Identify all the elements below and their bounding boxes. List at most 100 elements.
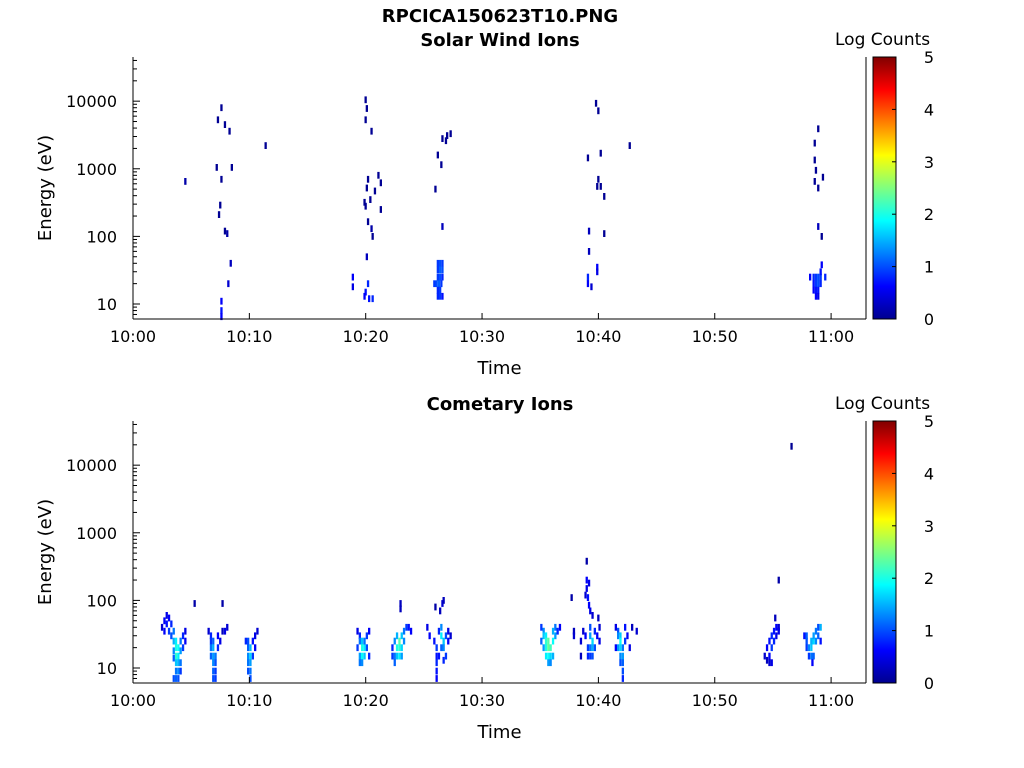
heatmap-cell [598, 623, 601, 631]
heatmap-cell [351, 273, 354, 281]
heatmap-cell [368, 295, 371, 303]
panel-solar-wind-ions: 10:00 10:10 10:20 10:30 10:40 10:50 11:00 Time 1… [35, 48, 934, 379]
colorbar-tick-label: 4 [924, 464, 934, 483]
heatmap-cell [395, 652, 399, 660]
heatmap-cell [586, 644, 590, 652]
heatmap-cell [170, 620, 173, 628]
heatmap-cell [589, 652, 592, 660]
x-tick-label: 10:30 [459, 327, 505, 346]
heatmap-cell [228, 127, 231, 135]
heatmap-cell [212, 659, 215, 667]
heatmap-cell [440, 623, 443, 631]
heatmap-cell [765, 656, 769, 664]
heatmap-cell [814, 166, 818, 174]
heatmap-cell [214, 659, 217, 667]
heatmap-cell [558, 623, 562, 631]
heatmap-cell [212, 652, 215, 660]
heatmap-cell [619, 659, 622, 667]
heatmap-cell [366, 280, 370, 288]
heatmap-cell [586, 594, 590, 601]
heatmap-cell [598, 637, 601, 645]
heatmap-cell [215, 164, 218, 171]
heatmap-cell [209, 652, 213, 660]
heatmap-cell [449, 632, 452, 640]
heatmap-cell [174, 659, 178, 667]
heatmap-cell [770, 632, 773, 640]
heatmap-cell [177, 652, 180, 660]
heatmap-cell [179, 647, 182, 655]
heatmap-cell [621, 675, 624, 682]
heatmap-cell [813, 139, 816, 147]
x-tick-label: 10:10 [226, 691, 272, 710]
heatmap-cell [358, 637, 361, 645]
x-axis-label: Time [476, 358, 521, 379]
heatmap-cell [181, 644, 185, 652]
heatmap-cell [177, 644, 180, 652]
heatmap-cell [441, 266, 444, 274]
heatmap-cell [775, 623, 778, 631]
heatmap-cell [554, 632, 557, 640]
heatmap-cell [249, 644, 252, 652]
heatmap-cell [174, 652, 178, 660]
heatmap-cell [572, 627, 576, 635]
heatmap-cell [814, 627, 818, 635]
heatmap-cell [358, 652, 361, 660]
x-tick-label: 10:40 [575, 691, 621, 710]
heatmap-cell [220, 307, 223, 314]
heatmap-cell [436, 292, 439, 300]
heatmap-cell [589, 632, 592, 640]
heatmap-cell [440, 161, 443, 169]
heatmap-cell [402, 627, 406, 635]
heatmap-cell [547, 652, 550, 660]
heatmap-cell [635, 627, 638, 635]
heatmap-cell [363, 652, 366, 660]
heatmap-cell [811, 659, 814, 667]
heatmap-cell [807, 644, 811, 652]
heatmap-cell [540, 637, 543, 645]
heatmap-cell [777, 576, 780, 584]
heatmap-cell [814, 637, 818, 645]
heatmap-cell [209, 644, 213, 652]
heatmap-cell [264, 142, 267, 149]
colorbar-tick-label: 4 [924, 100, 934, 119]
x-tick-label: 11:00 [808, 691, 854, 710]
y-tick-label: 1000 [76, 524, 117, 543]
heatmap-cell [596, 183, 599, 190]
heatmap-cell [165, 612, 168, 619]
heatmap-cell [544, 652, 548, 660]
x-tick-label: 10:40 [575, 327, 621, 346]
heatmap-cell [434, 603, 437, 611]
heatmap-cell [805, 644, 808, 652]
heatmap-cell [790, 442, 793, 450]
heatmap-cell [440, 644, 443, 652]
heatmap-cell [358, 632, 361, 640]
heatmap-cell [589, 644, 592, 652]
heatmap-cell [549, 652, 552, 660]
heatmap-cell [817, 286, 820, 294]
y-axis-label: Energy (eV) [35, 499, 56, 605]
heatmap-cell [361, 644, 364, 652]
heatmap-cell [249, 667, 252, 675]
heatmap-cell [249, 652, 252, 660]
heatmap-cell [221, 600, 224, 607]
heatmap-cell [812, 632, 815, 640]
heatmap-cell [441, 135, 444, 142]
heatmap-cell [436, 273, 439, 281]
heatmap-cell [393, 652, 396, 660]
x-tick-label: 10:00 [110, 691, 156, 710]
heatmap-cell [365, 105, 368, 112]
heatmap-cell [247, 667, 250, 675]
heatmap-cell [361, 659, 364, 667]
heatmap-cell [400, 652, 403, 660]
heatmap-cell [436, 286, 439, 294]
heatmap-cell [805, 637, 808, 645]
heatmap-cell [628, 142, 631, 149]
heatmap-cell [551, 652, 555, 660]
heatmap-cell [167, 627, 171, 635]
heatmap-cell [441, 223, 444, 230]
heatmap-cell [356, 644, 359, 652]
heatmap-cell [174, 637, 178, 645]
heatmap-cell [542, 627, 545, 635]
heatmap-cell [624, 637, 627, 645]
colorbar-tick-label: 3 [924, 517, 934, 536]
